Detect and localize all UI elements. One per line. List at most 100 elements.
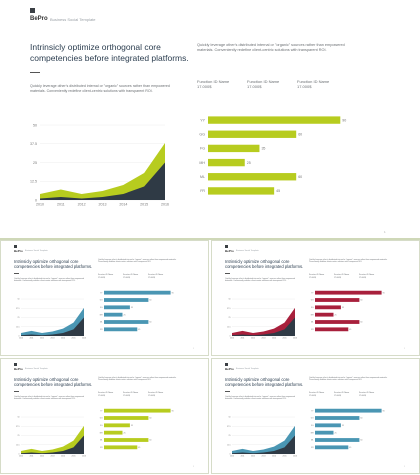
- main-slide: BePro Business Social Template Intrinsic…: [0, 8, 420, 240]
- bar-category-label: FR: [311, 447, 314, 449]
- x-tick-label: 2013: [99, 202, 107, 206]
- bar-value-label: 25: [335, 314, 337, 316]
- brand-logo-icon: [30, 8, 35, 13]
- bar-category-label: MH: [311, 314, 314, 316]
- x-tick-label: 2010: [230, 456, 234, 458]
- x-tick-label: 2016: [82, 456, 86, 458]
- bar: [104, 298, 149, 302]
- x-tick-label: 2014: [272, 456, 276, 458]
- page-title: Intrinsicly optimize orthogonal core com…: [30, 42, 205, 64]
- y-tick-label: 50: [18, 417, 20, 419]
- x-tick-label: 2013: [262, 456, 266, 458]
- bar-value-label: 45: [138, 329, 140, 331]
- brand-subtitle: Business Social Template: [25, 249, 48, 252]
- bar: [315, 416, 360, 420]
- bar: [208, 158, 245, 167]
- bar-category-label: FG: [100, 307, 103, 309]
- function-name: Function ID Name: [148, 274, 164, 276]
- paragraph-right: Quickly leverage other's distributed int…: [98, 377, 177, 382]
- area-series-1: [21, 425, 84, 454]
- function-name: Function ID Name: [123, 392, 139, 394]
- bar: [104, 327, 138, 332]
- function-item: Function ID Name 17.000$: [123, 274, 138, 279]
- x-tick-label: 2010: [19, 456, 23, 458]
- bar-value-label: 60: [149, 300, 151, 302]
- brand-name: BePro: [225, 249, 234, 253]
- y-tick-label: 12.5: [227, 326, 231, 328]
- function-name: Function ID Name: [148, 392, 164, 394]
- bar: [208, 116, 341, 124]
- x-tick-label: 2015: [72, 456, 76, 458]
- brand-subtitle: Business Social Template: [236, 367, 259, 370]
- title-rule: [225, 273, 230, 274]
- y-tick-label: 12.5: [227, 444, 231, 446]
- function-name: Function ID Name: [247, 79, 280, 84]
- bar-value-label: 35: [261, 147, 265, 151]
- thumbnail-slide-3[interactable]: BePro Business Social Template Intrinsic…: [0, 358, 209, 474]
- bar-category-label: FG: [311, 307, 314, 309]
- area-series-2: [21, 435, 84, 454]
- bar: [315, 327, 349, 332]
- bar-value-label: 60: [298, 133, 302, 137]
- bar-chart: YY 90 GG 60 FG 35 MH 25 ML 60 FR 45: [311, 290, 385, 332]
- y-tick-label: 50: [33, 123, 37, 127]
- x-tick-label: 2010: [36, 202, 44, 206]
- thumbnail-slide-4[interactable]: BePro Business Social Template Intrinsic…: [211, 358, 420, 474]
- function-value: 17.000$: [148, 276, 155, 279]
- bar: [315, 438, 360, 442]
- page-title: Intrinsicly optimize orthogonal core com…: [225, 377, 315, 388]
- function-value: 17.000$: [334, 394, 341, 397]
- y-tick-label: 0: [19, 454, 20, 456]
- bar-category-label: FR: [100, 329, 103, 331]
- bar-value-label: 35: [342, 425, 344, 427]
- x-tick-label: 2014: [272, 338, 276, 340]
- y-tick-label: 50: [18, 299, 20, 301]
- x-tick-label: 2014: [61, 338, 65, 340]
- function-name: Function ID Name: [123, 274, 139, 276]
- x-tick-label: 2011: [57, 202, 65, 206]
- paragraph-left: Quickly leverage other's distributed int…: [14, 278, 84, 283]
- paragraph-left: Quickly leverage other's distributed int…: [225, 396, 295, 401]
- thumbnail-slide-1[interactable]: BePro Business Social Template Intrinsic…: [0, 240, 209, 356]
- bar-category-label: GG: [100, 418, 103, 420]
- function-item: Function ID Name 17.000$: [148, 274, 163, 279]
- x-tick-label: 2015: [283, 338, 287, 340]
- bar-value-label: 25: [124, 314, 126, 316]
- bar-value-label: 90: [342, 118, 346, 122]
- thumbnail-slide-2[interactable]: BePro Business Social Template Intrinsic…: [211, 240, 420, 356]
- function-item: Function ID Name 17.000$: [309, 392, 324, 397]
- y-tick-label: 25: [229, 317, 231, 319]
- bar-category-label: FR: [100, 447, 103, 449]
- y-tick-label: 37.5: [16, 308, 20, 310]
- page-number: 1: [404, 349, 405, 350]
- page-number: 1: [193, 349, 194, 350]
- function-value: 17.000$: [98, 394, 105, 397]
- bar-category-label: ML: [311, 440, 314, 442]
- x-tick-label: 2016: [82, 338, 86, 340]
- brand-name: BePro: [30, 16, 48, 22]
- bar-value-label: 45: [349, 447, 351, 449]
- bar-category-label: ML: [100, 440, 103, 442]
- y-tick-label: 25: [229, 435, 231, 437]
- area-chart: 0 12.5 25 37.5 50 2010 2011 2012 2013 2014 2015 201…: [227, 417, 297, 458]
- y-tick-label: 37.5: [16, 426, 20, 428]
- function-value: 17.000$: [197, 84, 212, 90]
- x-tick-label: 2015: [140, 202, 148, 206]
- bar-category-label: MH: [100, 432, 103, 434]
- bar-category-label: ML: [200, 175, 205, 179]
- x-tick-label: 2014: [61, 456, 65, 458]
- brand-name: BePro: [225, 367, 234, 371]
- y-tick-label: 50: [229, 299, 231, 301]
- bar: [315, 320, 360, 324]
- y-tick-label: 12.5: [16, 326, 20, 328]
- bar-chart: YY 90 GG 60 FG 35 MH 25 ML 60 FR 45: [199, 116, 346, 195]
- function-item: Function ID Name 17.000$: [197, 79, 229, 90]
- page-title-line-1: Intrinsicly optimize orthogonal core: [14, 377, 79, 382]
- x-tick-label: 2012: [40, 456, 44, 458]
- bar-category-label: FG: [100, 425, 103, 427]
- y-tick-label: 25: [18, 317, 20, 319]
- area-series-1: [232, 425, 295, 454]
- paragraph-right: Quickly leverage other's distributed int…: [309, 259, 388, 264]
- bar-category-label: YY: [100, 410, 103, 412]
- function-value: 17.000$: [123, 276, 130, 279]
